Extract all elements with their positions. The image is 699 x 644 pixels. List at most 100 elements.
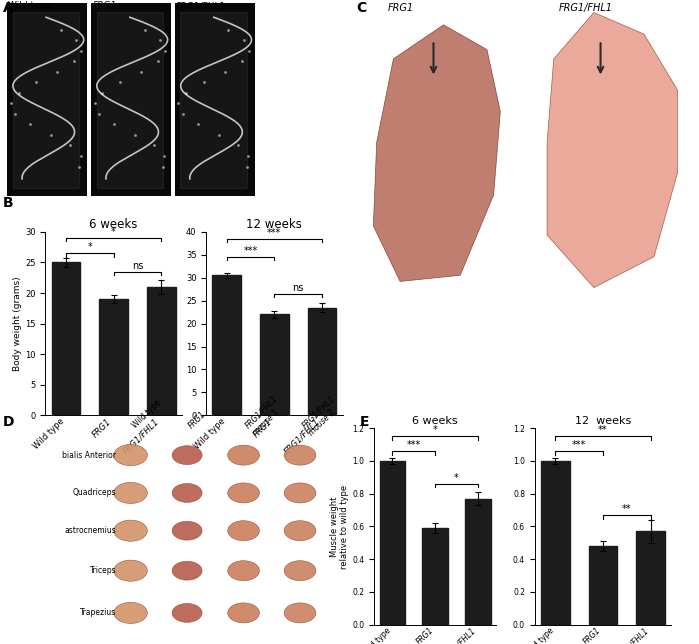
Point (243, 151, 254, 161)
Bar (52, 263, 80, 415)
Point (5, 98, 16, 108)
Ellipse shape (228, 521, 259, 541)
Text: ***: *** (243, 246, 258, 256)
Ellipse shape (172, 484, 202, 502)
Text: E: E (360, 415, 370, 430)
Text: Wild type: Wild type (131, 399, 163, 430)
Point (139, 24, 150, 35)
Text: B: B (3, 196, 13, 211)
Text: FRG1: FRG1 (187, 410, 208, 430)
Point (160, 46, 171, 56)
Point (238, 35, 250, 45)
Title: 6 weeks: 6 weeks (412, 416, 458, 426)
Ellipse shape (172, 561, 202, 580)
Point (75, 151, 86, 161)
Point (97, 88, 108, 98)
Ellipse shape (228, 561, 259, 581)
Point (154, 35, 166, 45)
Text: Trapezius: Trapezius (80, 609, 117, 618)
Text: *: * (454, 473, 459, 483)
Text: ***: *** (407, 440, 421, 450)
Point (148, 140, 159, 151)
Text: ***: *** (572, 440, 586, 450)
Text: Quadriceps: Quadriceps (73, 488, 117, 497)
Ellipse shape (114, 560, 147, 582)
Text: astrocnemius: astrocnemius (65, 526, 117, 535)
Point (69, 56, 80, 66)
Text: Triceps: Triceps (90, 566, 117, 575)
Bar (422, 528, 448, 625)
Point (55, 24, 66, 35)
Point (73, 162, 85, 172)
Point (192, 119, 203, 129)
Point (89, 98, 100, 108)
Text: D: D (3, 415, 14, 430)
Text: FRG1/FHL1
mouse 1: FRG1/FHL1 mouse 1 (243, 394, 287, 438)
Text: Wild type: Wild type (8, 1, 51, 10)
Bar (308, 308, 336, 415)
Ellipse shape (284, 561, 316, 581)
Text: bialis Anterior: bialis Anterior (62, 451, 117, 460)
Text: FRG1: FRG1 (92, 1, 117, 10)
Ellipse shape (172, 521, 202, 540)
Text: ns: ns (131, 261, 143, 270)
Point (244, 46, 255, 56)
Polygon shape (373, 25, 500, 281)
Polygon shape (547, 12, 677, 288)
Point (236, 56, 247, 66)
Text: ns: ns (292, 283, 304, 293)
Point (219, 66, 231, 77)
Text: **: ** (598, 426, 607, 435)
Text: FRG1/FHL1
mouse 2: FRG1/FHL1 mouse 2 (300, 394, 344, 438)
Text: FRG1/FHL1: FRG1/FHL1 (176, 1, 226, 10)
Bar (465, 498, 491, 625)
Ellipse shape (284, 603, 316, 623)
Ellipse shape (284, 445, 316, 465)
Title: 12  weeks: 12 weeks (575, 416, 631, 426)
Point (223, 24, 234, 35)
Text: **: ** (622, 504, 631, 514)
Ellipse shape (172, 603, 202, 622)
Point (199, 77, 210, 88)
Bar (212, 276, 241, 415)
Y-axis label: Muscle weight
relative to wild type: Muscle weight relative to wild type (330, 484, 350, 569)
Ellipse shape (284, 483, 316, 503)
Point (159, 151, 170, 161)
Title: 12 weeks: 12 weeks (247, 218, 302, 231)
Ellipse shape (284, 521, 316, 541)
Ellipse shape (228, 445, 259, 465)
Point (173, 98, 184, 108)
Point (115, 77, 126, 88)
Point (76, 46, 87, 56)
Point (157, 162, 168, 172)
Bar (589, 546, 617, 625)
Ellipse shape (114, 444, 147, 466)
Point (24, 119, 36, 129)
Text: *: * (111, 227, 116, 237)
Text: C: C (356, 1, 367, 15)
Point (10, 109, 21, 119)
Text: FRG1/FHL1: FRG1/FHL1 (559, 3, 613, 14)
Point (94, 109, 105, 119)
Point (31, 77, 42, 88)
Ellipse shape (172, 446, 202, 464)
Point (136, 66, 147, 77)
Text: *: * (87, 242, 92, 252)
Ellipse shape (114, 520, 147, 541)
Point (241, 162, 252, 172)
Text: ***: *** (267, 228, 282, 238)
Point (178, 109, 189, 119)
Bar (541, 461, 570, 625)
Text: FRG1: FRG1 (388, 3, 414, 14)
Point (13, 88, 24, 98)
Bar (636, 531, 665, 625)
Ellipse shape (228, 483, 259, 503)
Point (64, 140, 75, 151)
Bar (260, 314, 289, 415)
Bar (99, 299, 128, 415)
Ellipse shape (114, 602, 147, 623)
Text: *: * (433, 426, 438, 435)
Text: A: A (3, 1, 13, 15)
Title: 6 weeks: 6 weeks (89, 218, 138, 231)
Y-axis label: Body weight (grams): Body weight (grams) (13, 276, 22, 371)
